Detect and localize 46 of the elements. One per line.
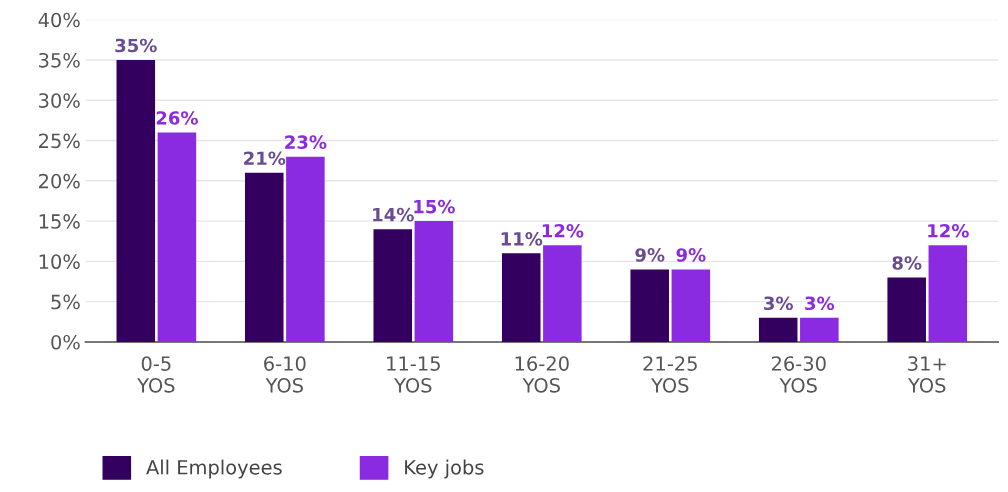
x-tick-label: 21-25 YOS xyxy=(643,356,697,393)
bar xyxy=(245,172,284,342)
x-tick-label: 31+ YOS xyxy=(907,356,946,393)
bar xyxy=(630,269,669,342)
data-label: 15% xyxy=(414,199,455,214)
data-label: 9% xyxy=(676,248,706,262)
x-tick-label: 16-20 YOS xyxy=(515,356,569,393)
y-tick-label: 20% xyxy=(39,173,80,189)
y-tick-label: 25% xyxy=(39,133,80,149)
bar xyxy=(887,277,926,342)
y-tick-label: 30% xyxy=(39,93,80,108)
data-label: 12% xyxy=(542,223,584,238)
y-tick-label: 5% xyxy=(51,294,80,310)
bar xyxy=(157,132,197,342)
bar xyxy=(414,221,454,342)
y-tick-label: 10% xyxy=(39,254,80,270)
legend-label: All Employees xyxy=(146,459,282,479)
x-tick-label: 26-30 YOS xyxy=(771,356,826,393)
y-tick-label: 15% xyxy=(39,214,80,229)
data-label: 21% xyxy=(244,151,286,166)
bar xyxy=(501,253,541,342)
data-label: 12% xyxy=(928,223,969,238)
data-label: 14% xyxy=(373,207,414,222)
data-label: 11% xyxy=(501,232,543,246)
data-label: 3% xyxy=(805,296,835,311)
x-tick-label: 6-10 YOS xyxy=(264,356,306,393)
data-label: 8% xyxy=(892,256,922,270)
x-tick-label: 11-15 YOS xyxy=(387,356,440,393)
bar xyxy=(758,317,798,342)
data-label: 23% xyxy=(285,135,327,149)
data-label: 35% xyxy=(115,38,157,53)
x-tick-label: 0-5 YOS xyxy=(137,356,175,393)
bar xyxy=(800,317,839,342)
bar xyxy=(286,156,325,342)
legend-label: Key jobs xyxy=(405,459,484,479)
y-tick-label: 40% xyxy=(38,12,80,28)
data-label: 3% xyxy=(764,296,793,311)
bar xyxy=(373,229,413,342)
y-tick-label: 0% xyxy=(51,334,80,350)
data-label: 9% xyxy=(635,248,665,262)
bar xyxy=(928,245,968,342)
bar xyxy=(543,245,582,342)
bar xyxy=(671,269,711,342)
data-label: 26% xyxy=(156,111,198,125)
bar xyxy=(116,59,156,342)
y-tick-label: 35% xyxy=(39,52,80,68)
